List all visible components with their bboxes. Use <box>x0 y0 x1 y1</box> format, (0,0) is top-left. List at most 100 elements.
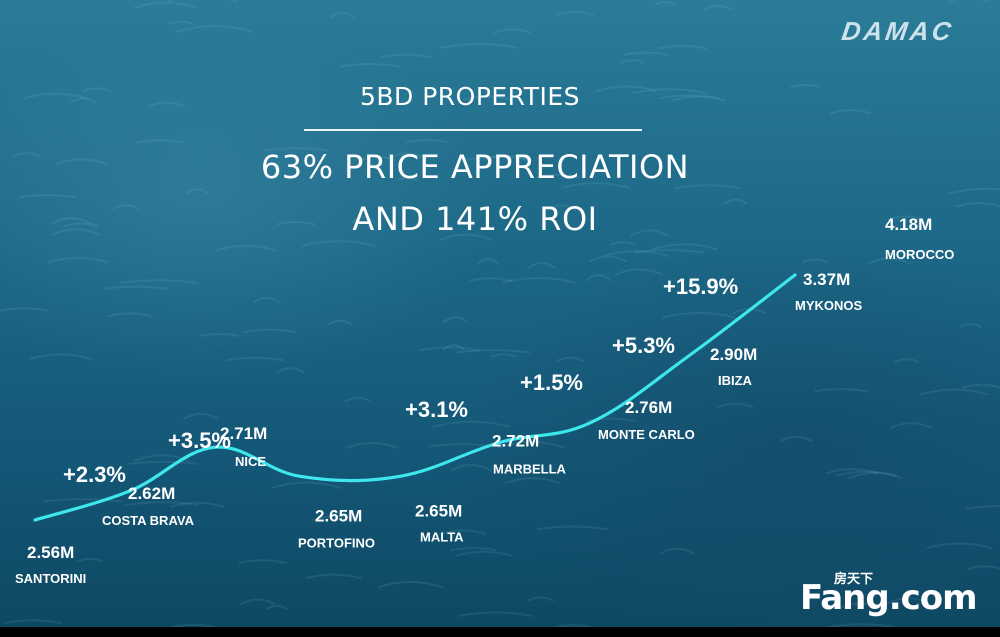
water-ripple <box>967 565 1000 571</box>
water-ripple <box>327 319 354 326</box>
chart-subtitle: 5BD PROPERTIES <box>359 82 581 111</box>
water-ripple <box>3 619 62 625</box>
water-ripple <box>619 59 646 65</box>
water-ripple <box>954 202 1000 208</box>
water-ripple <box>536 173 578 179</box>
water-ripple <box>554 10 595 17</box>
water-ripple <box>199 333 240 338</box>
location-label: MYKONOS <box>795 298 863 313</box>
location-label: IBIZA <box>718 373 753 388</box>
water-ripple <box>893 358 920 364</box>
water-ripple <box>0 307 48 312</box>
water-ripple <box>377 580 444 589</box>
water-ripple <box>450 463 493 472</box>
water-ripple <box>825 468 879 475</box>
water-ripple <box>839 602 885 609</box>
water-ripple <box>168 20 194 25</box>
water-ripple <box>588 255 627 263</box>
title-divider <box>304 129 642 131</box>
water-ripple <box>124 501 200 507</box>
value-label: 2.76M <box>625 398 672 417</box>
water-ripple <box>127 460 199 466</box>
water-ripple <box>661 312 737 319</box>
bottom-letterbox-bar <box>0 627 1000 637</box>
water-ripple <box>103 285 169 290</box>
water-ripple <box>238 559 288 565</box>
water-ripple <box>847 471 903 480</box>
price-trend-line <box>33 273 797 522</box>
value-label: 2.62M <box>128 484 175 503</box>
water-ripple <box>339 63 402 68</box>
water-ripple <box>867 257 911 265</box>
location-label: MALTA <box>420 529 464 544</box>
water-ripple <box>919 388 988 396</box>
water-ripple <box>263 147 329 152</box>
water-ripple <box>633 249 705 254</box>
water-ripple <box>387 152 428 160</box>
water-ripple <box>449 546 497 552</box>
water-ripple <box>438 529 487 536</box>
water-ripple <box>175 25 253 33</box>
water-ripple <box>546 204 577 212</box>
water-ripple <box>359 155 396 161</box>
water-ripple <box>527 596 554 602</box>
water-ripple <box>536 525 608 531</box>
water-ripple <box>673 184 743 190</box>
water-ripple <box>183 412 219 420</box>
water-ripple <box>51 228 101 236</box>
location-label: MONTE CARLO <box>598 427 695 442</box>
water-ripple <box>442 316 469 324</box>
water-ripple <box>814 388 868 393</box>
water-ripple <box>653 1 676 6</box>
water-ripple <box>671 95 726 102</box>
growth-label: +15.9% <box>663 274 738 299</box>
water-ripple <box>716 402 754 409</box>
water-ripple <box>43 498 123 503</box>
growth-label: +1.5% <box>520 370 583 395</box>
water-ripple <box>456 349 531 354</box>
water-ripple <box>926 542 992 550</box>
water-ripple <box>949 0 990 3</box>
water-ripple <box>602 250 669 257</box>
water-ripple <box>226 356 284 362</box>
water-ripple <box>961 383 1000 390</box>
water-ripple <box>504 477 561 485</box>
value-label: 2.65M <box>415 501 462 520</box>
water-ripple <box>13 151 42 158</box>
water-ripple <box>484 154 530 161</box>
water-ripple <box>275 221 316 226</box>
water-ripple <box>802 258 829 264</box>
water-ripple <box>239 598 276 606</box>
location-label: MOROCCO <box>885 247 954 262</box>
growth-label: +3.1% <box>405 397 468 422</box>
location-label: PORTOFINO <box>298 535 375 550</box>
value-label: 3.37M <box>803 270 850 289</box>
water-ripple <box>419 346 480 352</box>
water-ripple <box>614 268 664 276</box>
water-ripple <box>29 353 93 361</box>
water-ripple <box>351 216 378 224</box>
water-ripple <box>305 573 362 580</box>
water-ripple <box>133 1 199 10</box>
water-ripple <box>586 417 637 422</box>
water-ripple <box>468 277 513 282</box>
water-ripple <box>50 217 93 225</box>
location-label: NICE <box>235 454 266 469</box>
water-ripple <box>185 188 209 195</box>
water-ripple <box>329 11 355 19</box>
water-ripple <box>887 215 924 221</box>
water-ripple <box>609 241 636 246</box>
water-ripple <box>458 611 532 618</box>
water-ripple <box>958 323 983 329</box>
water-ripple <box>106 312 153 318</box>
water-ripple <box>47 257 109 264</box>
water-ripple <box>76 557 103 563</box>
location-label: SANTORINI <box>15 571 86 586</box>
water-ripple <box>440 42 519 50</box>
water-ripple <box>462 95 512 101</box>
chart-title-line-2: AND 141% ROI <box>352 200 598 238</box>
water-ripple <box>890 422 933 429</box>
fang-watermark: 房天下 Fang.com <box>800 568 1000 628</box>
value-label: 2.72M <box>492 431 539 450</box>
